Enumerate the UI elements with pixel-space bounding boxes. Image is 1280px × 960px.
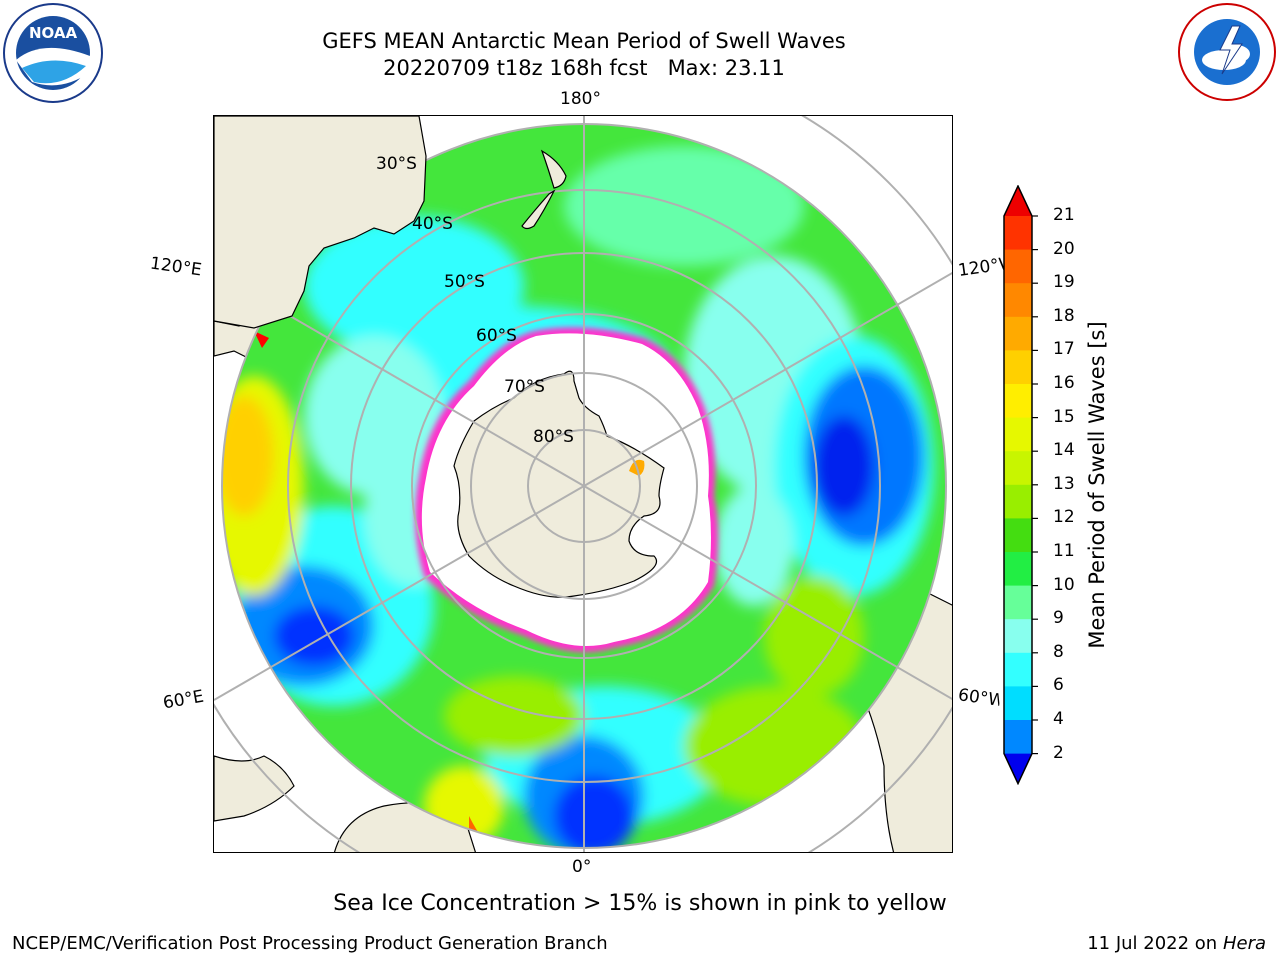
colorbar-tick-label: 17	[1053, 339, 1075, 360]
lon-label-120e: 120°E	[148, 253, 203, 281]
colorbar-label: Mean Period of Swell Waves [s]	[1085, 321, 1109, 649]
colorbar-tick-label: 15	[1053, 406, 1075, 427]
colorbar-tick-label: 2	[1053, 742, 1064, 763]
sea-ice-note: Sea Ice Concentration > 15% is shown in …	[333, 891, 947, 916]
lat-label-80s: 80°S	[533, 427, 574, 447]
footer-date-text: 11 Jul 2022 on	[1087, 933, 1223, 954]
polar-map: 30°S 40°S 50°S 60°S 70°S 80°S	[214, 116, 952, 852]
map-panel: 30°S 40°S 50°S 60°S 70°S 80°S	[213, 115, 953, 853]
colorbar-tick-label: 21	[1053, 205, 1075, 225]
lat-label-50s: 50°S	[444, 272, 485, 292]
lon-label-60e: 60°E	[161, 686, 206, 714]
chart-subtitle: 20220709 t18z 168h fcst Max: 23.11	[383, 56, 785, 80]
lon-label-180: 180°	[560, 89, 601, 109]
colorbar-bin	[1004, 619, 1032, 654]
colorbar-ramp	[1003, 184, 1038, 786]
lat-label-60s: 60°S	[476, 326, 517, 346]
colorbar-bin	[1004, 451, 1032, 486]
colorbar-tick-label: 6	[1053, 675, 1064, 696]
lat-label-30s: 30°S	[376, 154, 417, 174]
colorbar-tick-label: 19	[1053, 272, 1075, 293]
colorbar-tick-label: 10	[1053, 574, 1075, 595]
colorbar-bin	[1004, 283, 1032, 318]
colorbar-bin	[1004, 652, 1032, 687]
lat-label-40s: 40°S	[412, 214, 453, 234]
colorbar-tick-label: 18	[1053, 305, 1075, 326]
footer-date: 11 Jul 2022 on Hera	[1087, 933, 1266, 954]
colorbar-bin	[1004, 585, 1032, 620]
colorbar-bin	[1004, 518, 1032, 553]
colorbar-tick-label: 11	[1053, 541, 1075, 561]
colorbar-tick-label: 9	[1053, 608, 1064, 629]
colorbar-bin	[1004, 216, 1032, 251]
graticule	[214, 116, 952, 852]
chart-title: GEFS MEAN Antarctic Mean Period of Swell…	[322, 29, 846, 53]
colorbar-tick-label: 13	[1053, 473, 1075, 494]
colorbar-bin	[1004, 384, 1032, 419]
colorbar-bin	[1004, 484, 1032, 519]
colorbar-bin	[1004, 249, 1032, 284]
colorbar-tick-label: 14	[1053, 440, 1075, 461]
lon-label-0: 0°	[572, 857, 592, 877]
colorbar-bin	[1004, 417, 1032, 452]
footer-credit: NCEP/EMC/Verification Post Processing Pr…	[12, 933, 608, 954]
colorbar-max-arrow	[1004, 186, 1032, 216]
colorbar-bin	[1004, 686, 1032, 721]
colorbar-min-arrow	[1004, 753, 1032, 784]
australia-nz	[214, 116, 567, 329]
colorbar-tick-label: 16	[1053, 373, 1075, 393]
colorbar-tick-label: 8	[1053, 641, 1064, 662]
colorbar	[990, 184, 1046, 789]
colorbar-tick-label: 12	[1053, 507, 1075, 528]
colorbar-bin	[1004, 552, 1032, 587]
noaa-logo-text: NOAA	[29, 24, 78, 42]
antarctica	[415, 327, 718, 653]
colorbar-bin	[1004, 720, 1032, 755]
lat-label-70s: 70°S	[504, 377, 545, 397]
noaa-logo: NOAA	[2, 2, 104, 104]
colorbar-bin	[1004, 350, 1032, 385]
colorbar-tick-label: 20	[1053, 238, 1075, 259]
nws-logo	[1176, 2, 1278, 102]
footer-host: Hera	[1222, 933, 1266, 954]
colorbar-tick-label: 4	[1053, 709, 1064, 729]
colorbar-bin	[1004, 316, 1032, 351]
